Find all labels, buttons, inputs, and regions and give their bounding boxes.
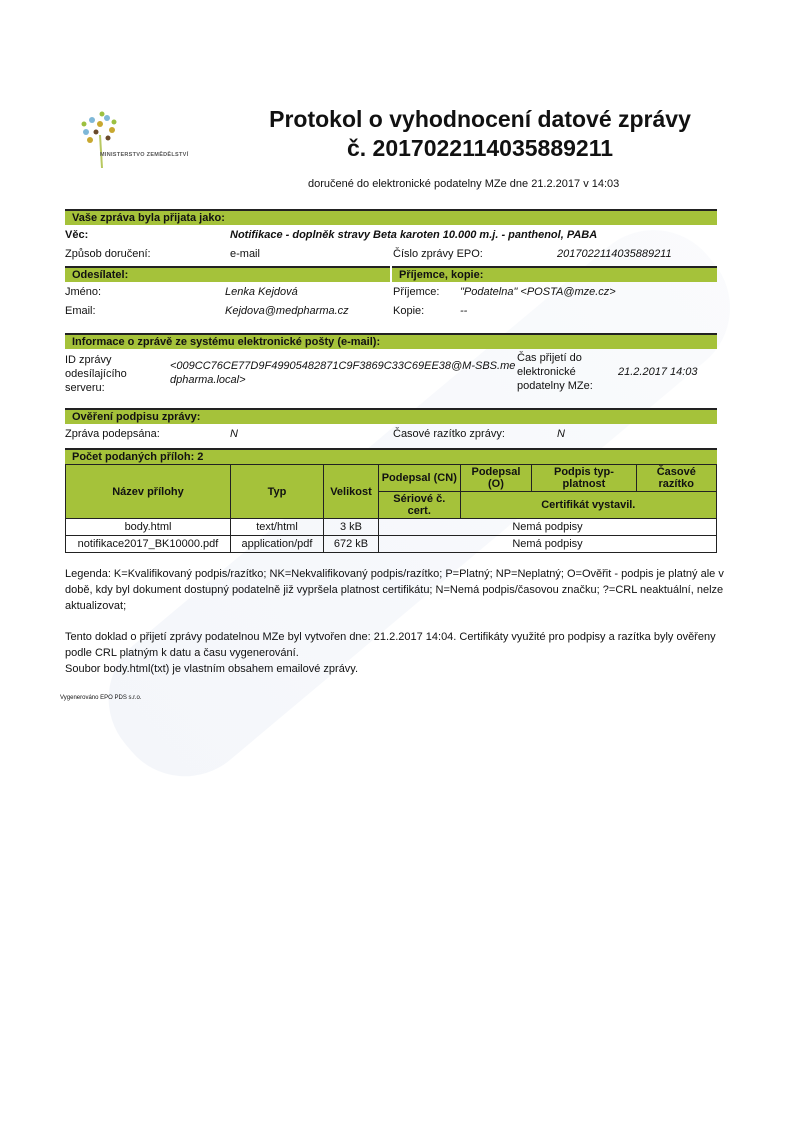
message-id-label: ID zprávy odesílajícího serveru: bbox=[65, 354, 127, 394]
section-sender: Odesílatel: Příjemce, kopie: Jméno: Lenka … bbox=[65, 266, 717, 320]
section-signature: Ověření podpisu zprávy: Zpráva podepsána… bbox=[65, 408, 717, 443]
protocol-number: č. 2017022114035889211 bbox=[346, 135, 614, 161]
attachment-signature: Nemá podpisy bbox=[378, 518, 717, 536]
recipient-label: Příjemce: bbox=[393, 286, 440, 298]
name-value: Lenka Kejdová bbox=[225, 286, 298, 298]
creation-note: Tento doklad o přijetí zprávy podatelnou… bbox=[65, 631, 716, 659]
section-received: Vaše zpráva byla přijata jako: Věc: Notif… bbox=[65, 209, 717, 263]
col-serial: Sériové č. cert. bbox=[378, 491, 461, 519]
body-note: Soubor body.html(txt) je vlastním obsahe… bbox=[65, 663, 359, 675]
epo-number-label: Číslo zprávy EPO: bbox=[393, 248, 483, 260]
attachment-size: 3 kB bbox=[323, 518, 379, 536]
col-signed-o: Podepsal (O) bbox=[459, 464, 533, 492]
col-type: Typ bbox=[230, 464, 324, 519]
timestamp-value: N bbox=[557, 428, 565, 440]
attachments-table: Název přílohy Typ Velikost Podepsal (CN)… bbox=[65, 464, 718, 553]
col-signature-validity: Podpis typ-platnost bbox=[531, 464, 637, 492]
section-header: Vaše zpráva byla přijata jako: bbox=[65, 209, 717, 225]
received-time-label: Čas přijetí do elektronické podatelny MZ… bbox=[517, 352, 593, 392]
attachment-type: application/pdf bbox=[230, 535, 324, 553]
timestamp-label: Časové razítko zprávy: bbox=[393, 428, 505, 440]
section-header: Počet podaných příloh: 2 bbox=[65, 448, 717, 464]
copy-label: Kopie: bbox=[393, 305, 425, 317]
recipient-header: Příjemce, kopie: bbox=[392, 266, 717, 282]
subject-value: Notifikace - doplněk stravy Beta karoten… bbox=[230, 229, 598, 241]
col-issuer: Certifikát vystavil. bbox=[459, 491, 718, 519]
signed-value: N bbox=[230, 428, 238, 440]
epo-number-value: 2017022114035889211 bbox=[557, 248, 672, 260]
col-signed-cn: Podepsal (CN) bbox=[378, 464, 461, 492]
attachment-name: notifikace2017_BK10000.pdf bbox=[65, 535, 231, 553]
legend: Legenda: K=Kvalifikovaný podpis/razítko;… bbox=[65, 568, 724, 612]
section-header: Informace o zprávě ze systému elektronic… bbox=[65, 333, 717, 349]
table-row: notifikace2017_BK10000.pdf application/pd… bbox=[65, 535, 717, 553]
signed-label: Zpráva podepsána: bbox=[65, 428, 160, 440]
ministry-logo bbox=[81, 111, 117, 169]
col-name: Název přílohy bbox=[65, 464, 231, 519]
section-attachments: Počet podaných příloh: 2 Název přílohy T… bbox=[65, 448, 718, 553]
logo-text: MINISTERSTVO ZEMĚDĚLSTVÍ bbox=[100, 152, 189, 158]
name-label: Jméno: bbox=[65, 286, 102, 298]
section-header: Ověření podpisu zprávy: bbox=[65, 408, 717, 424]
subject-label: Věc: bbox=[65, 229, 89, 241]
recipient-value: "Podatelna" <POSTA@mze.cz> bbox=[460, 286, 616, 298]
footer: Vygenerováno EPO PDS s.r.o. bbox=[60, 695, 142, 701]
attachment-type: text/html bbox=[230, 518, 324, 536]
attachment-signature: Nemá podpisy bbox=[378, 535, 717, 553]
attachment-name: body.html bbox=[65, 518, 231, 536]
col-timestamp: Časové razítko bbox=[635, 464, 718, 492]
copy-value: -- bbox=[460, 305, 468, 317]
email-label: Email: bbox=[65, 305, 96, 317]
sender-header: Odesílatel: bbox=[65, 266, 390, 282]
section-email-info: Informace o zprávě ze systému elektronic… bbox=[65, 333, 717, 405]
delivery-method-label: Způsob doručení: bbox=[65, 248, 151, 260]
received-time-value: 21.2.2017 14:03 bbox=[618, 366, 698, 378]
delivery-info: doručené do elektronické podatelny MZe d… bbox=[308, 178, 620, 190]
page-title: Protokol o vyhodnocení datové zprávy bbox=[269, 106, 691, 132]
email-value: Kejdova@medpharma.cz bbox=[225, 305, 349, 317]
table-row: body.html text/html 3 kB Nemá podpisy bbox=[65, 518, 717, 536]
col-size: Velikost bbox=[323, 464, 379, 519]
attachment-size: 672 kB bbox=[323, 535, 379, 553]
delivery-method-value: e-mail bbox=[230, 248, 260, 260]
message-id-value: <009CC76CE77D9F49905482871C9F3869C33C69E… bbox=[170, 360, 516, 386]
